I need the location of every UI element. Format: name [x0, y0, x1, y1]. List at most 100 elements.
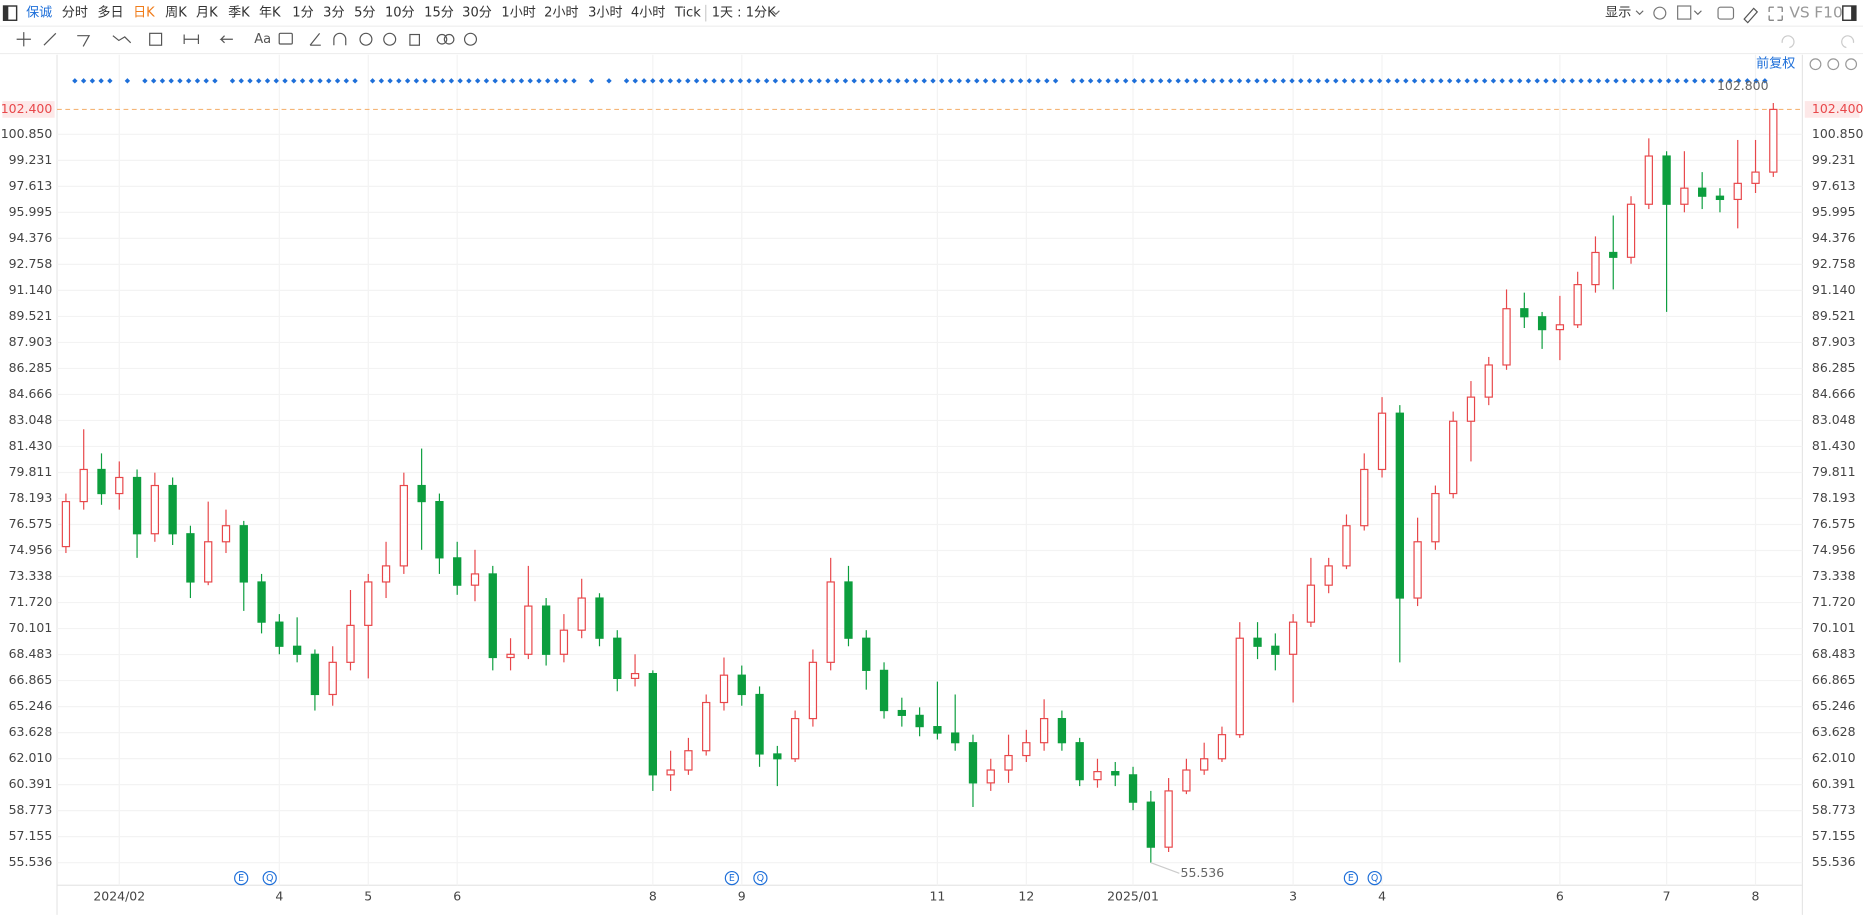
comment-tool[interactable]: [278, 32, 293, 45]
event-badge[interactable]: [1343, 870, 1359, 886]
signal-dot: [1193, 78, 1199, 84]
signal-dot: [334, 78, 341, 84]
magnet-tool[interactable]: [333, 32, 347, 46]
candle-body: [381, 565, 391, 583]
candle-body: [1324, 565, 1333, 586]
event-badge-label: E: [238, 873, 244, 884]
delete-tool[interactable]: [409, 33, 421, 46]
measure-tool[interactable]: [149, 32, 163, 46]
y-tick-label: 83.048: [1812, 412, 1856, 427]
candle-body: [61, 501, 71, 548]
y-tick-label: 63.628: [9, 724, 53, 739]
candle-body: [1715, 195, 1725, 201]
x-tick-label: 4: [1378, 889, 1386, 904]
f10-button[interactable]: F10: [1814, 4, 1843, 22]
layout-icon[interactable]: [1677, 5, 1692, 20]
candle-body: [132, 476, 142, 535]
signal-dot: [1464, 78, 1470, 84]
zoom-in-icon[interactable]: [1845, 58, 1858, 71]
display-menu[interactable]: 显示: [1605, 6, 1631, 21]
line-tool[interactable]: [43, 32, 57, 46]
period-tab[interactable]: 30分: [462, 6, 492, 21]
camera-icon[interactable]: [1717, 6, 1735, 20]
wave-tool[interactable]: [112, 35, 132, 44]
symbol[interactable]: 保诚: [26, 6, 52, 21]
candle-body: [1662, 155, 1671, 205]
signal-dot: [667, 78, 673, 84]
period-tab[interactable]: 周K: [165, 6, 187, 21]
link-tool[interactable]: [436, 33, 448, 45]
signal-dot: [1595, 78, 1602, 84]
period-tab[interactable]: Tick: [674, 6, 701, 21]
signal-dot: [185, 78, 192, 84]
y-tick-label: 66.865: [9, 672, 53, 687]
period-tab[interactable]: 季K: [228, 6, 250, 21]
panel-toggle-fill: [1851, 6, 1856, 21]
period-tab[interactable]: 分时: [62, 6, 88, 21]
period-tab[interactable]: 1分: [292, 6, 313, 21]
event-badge-label: Q: [1371, 873, 1378, 884]
channel-tool[interactable]: [77, 35, 91, 47]
signal-dot: [1438, 78, 1444, 84]
period-tab[interactable]: 5分: [354, 6, 375, 21]
event-badge[interactable]: [234, 870, 249, 886]
event-badge-label: E: [729, 873, 735, 884]
undo[interactable]: [1781, 35, 1795, 49]
period-tab[interactable]: 多日: [97, 5, 123, 21]
period-tab[interactable]: 日K: [133, 6, 155, 21]
period-tab[interactable]: 15分: [424, 6, 454, 21]
angle-tool[interactable]: [309, 32, 321, 46]
candle-body: [1733, 182, 1742, 201]
range-select[interactable]: 1天 : 1分K: [712, 6, 776, 21]
signal-dot: [676, 78, 682, 84]
candle-body: [1004, 754, 1013, 771]
tool-settings[interactable]: [463, 32, 478, 46]
period-tab[interactable]: 年K: [259, 6, 281, 21]
text-tool[interactable]: Aa: [254, 32, 271, 47]
signal-dot: [1543, 78, 1549, 84]
period-tab[interactable]: 4小时: [631, 6, 665, 21]
signal-dot: [1263, 78, 1269, 84]
hide-tool[interactable]: [383, 32, 397, 46]
adjust-mode[interactable]: 前复权: [1756, 56, 1795, 72]
period-tab[interactable]: 3小时: [588, 6, 622, 21]
signal-dot: [247, 78, 253, 84]
y-tick-label: 76.575: [1812, 516, 1856, 531]
fullscreen-icon[interactable]: [1768, 6, 1783, 21]
zoom-out-icon[interactable]: [1827, 58, 1840, 71]
signal-dot: [1718, 78, 1724, 84]
y-tick-label: 95.995: [9, 204, 53, 219]
event-badge[interactable]: [724, 870, 740, 886]
period-tab[interactable]: 3分: [323, 6, 344, 21]
candle-body: [292, 645, 302, 655]
signal-dot: [781, 78, 787, 84]
high-annotation: 102.800: [1717, 78, 1769, 93]
signal-dot: [650, 78, 656, 84]
visibility-tool[interactable]: [359, 32, 373, 46]
move-tool[interactable]: [16, 32, 31, 47]
reset-icon[interactable]: [1809, 58, 1822, 71]
pen-icon[interactable]: [1743, 7, 1759, 24]
vs-button[interactable]: VS: [1789, 4, 1809, 22]
signal-dot: [229, 78, 236, 84]
y-tick-label: 94.376: [1812, 230, 1856, 245]
y-tick-label: 76.575: [9, 516, 53, 531]
candle-body: [1128, 774, 1138, 803]
event-badge[interactable]: [262, 870, 277, 886]
settings-icon[interactable]: [1653, 6, 1667, 20]
signal-dot: [658, 78, 665, 84]
event-badge[interactable]: [753, 870, 768, 886]
arrow-tool[interactable]: [219, 35, 233, 44]
period-tab[interactable]: 1小时: [501, 6, 535, 21]
range-tool[interactable]: [183, 34, 200, 45]
period-tab[interactable]: 10分: [385, 6, 415, 21]
candle-body: [221, 525, 231, 543]
period-tab[interactable]: 月K: [196, 6, 218, 21]
signal-dot: [352, 78, 358, 84]
redo[interactable]: [1841, 35, 1855, 49]
event-badge[interactable]: [1367, 870, 1382, 886]
period-tab[interactable]: 2小时: [544, 6, 578, 21]
signal-dot: [1044, 78, 1050, 84]
candle-body: [1022, 742, 1031, 757]
candle-body: [310, 653, 320, 696]
